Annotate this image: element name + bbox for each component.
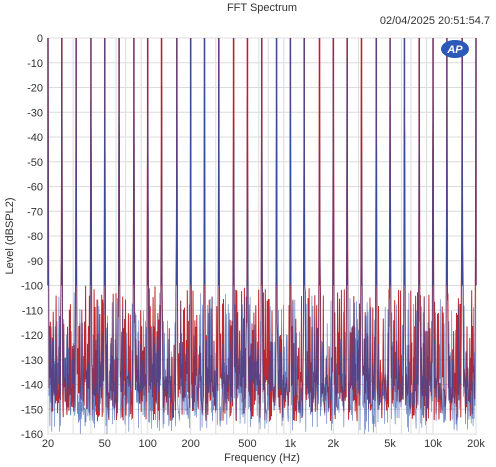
y-tick-label: -70 — [27, 206, 43, 218]
x-tick-label: 500 — [238, 438, 256, 450]
chart-title: FFT Spectrum — [227, 2, 297, 14]
series-layer — [47, 37, 477, 435]
y-tick-label: -10 — [27, 58, 43, 70]
x-tick-label: 50 — [99, 438, 111, 450]
y-tick-label: -50 — [27, 157, 43, 169]
ap-logo-text: AP — [446, 44, 463, 56]
y-tick-label: -120 — [21, 330, 43, 342]
x-axis-ticks: 20 50 100 200 500 1k 2k 5k 10k 20k — [42, 438, 485, 450]
y-tick-label: -110 — [22, 305, 43, 317]
x-tick-label: 200 — [181, 438, 199, 450]
y-tick-label: -20 — [27, 83, 43, 95]
y-axis-ticks: 0 -10 -20 -30 -40 -50 -60 -70 -80 -90 -100 -110 -120… — [21, 33, 43, 441]
y-axis-label: Level (dBSPL2) — [4, 197, 16, 274]
y-tick-label: -150 — [21, 404, 43, 416]
spectrum-trace — [47, 38, 477, 435]
y-tick-label: -100 — [21, 281, 43, 293]
x-tick-label: 2k — [328, 438, 340, 450]
y-tick-label: -80 — [27, 231, 43, 243]
x-tick-label: 5k — [384, 438, 396, 450]
x-tick-label: 20 — [42, 438, 54, 450]
y-tick-label: 0 — [37, 33, 43, 45]
ap-logo-icon: AP — [441, 40, 469, 58]
y-tick-label: -140 — [21, 380, 43, 392]
x-axis-label: Frequency (Hz) — [224, 452, 300, 464]
x-tick-label: 100 — [139, 438, 157, 450]
x-tick-label: 1k — [285, 438, 297, 450]
y-tick-label: -90 — [27, 256, 43, 268]
y-tick-label: -160 — [21, 429, 43, 441]
y-tick-label: -40 — [27, 132, 43, 144]
timestamp: 02/04/2025 20:51:54.7 — [380, 15, 490, 27]
y-tick-label: -130 — [21, 355, 43, 367]
x-tick-label: 20k — [467, 438, 485, 450]
x-tick-label: 10k — [424, 438, 442, 450]
y-tick-label: -60 — [27, 182, 43, 194]
y-tick-label: -30 — [27, 107, 43, 119]
